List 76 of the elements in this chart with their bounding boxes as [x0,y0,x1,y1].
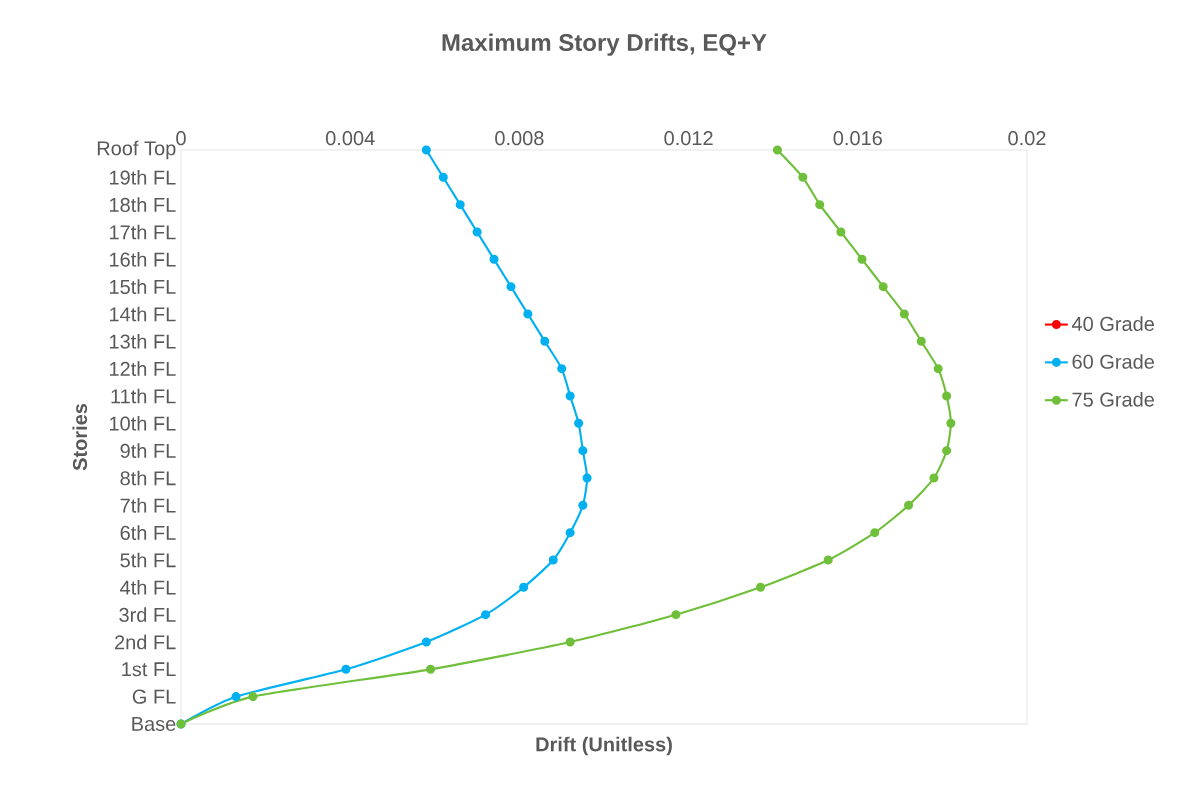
y-tick-label: 19th FL [110,169,176,185]
y-tick-label: Base [132,717,176,731]
point [341,664,351,674]
y-tick-label: 15th FL [110,279,176,294]
point [231,692,241,702]
point [755,582,766,592]
point [523,309,533,319]
point [857,254,867,264]
x-tick-label: 0.004 [325,131,375,146]
point [916,336,926,346]
point [421,145,431,155]
y-tick-label: 17th FL [110,224,176,240]
y-tick-label: 10th FL [110,415,176,431]
y-tick-label: 16th FL [110,251,176,267]
point [506,282,516,292]
point [946,418,956,428]
point [772,145,782,155]
y-tick-label: 9th FL [120,443,176,458]
point [472,227,482,237]
y-tick-label: 5th FL [120,552,176,568]
legend-label: 75 Grade [1072,391,1154,407]
point [870,528,880,538]
point [578,500,588,510]
point [933,364,943,374]
legend-label: 60 Grade [1072,354,1154,369]
point [438,172,448,182]
y-tick-label: 14th FL [110,306,176,322]
point [426,664,436,674]
y-tick-label: 6th FL [120,525,176,540]
point [798,172,808,182]
point [815,200,825,210]
point [899,309,909,319]
y-tick-label: 2nd FL [115,634,176,650]
x-tick-label: 0.02 [1008,131,1046,146]
point [578,446,588,456]
point [565,637,575,647]
y-tick-label: 18th FL [110,197,176,212]
y-tick-label: 12th FL [110,361,176,376]
y-tick-label: 7th FL [120,498,176,513]
point [519,582,529,592]
point [557,364,567,374]
point [481,610,491,620]
x-tick-label: 0.008 [495,131,544,146]
y-tick-label: 3rd FL [119,607,176,622]
y-tick-label: Roof Top [97,140,176,160]
x-tick-label: 0 [176,131,186,146]
point [671,610,681,620]
y-axis-title: Stories [72,403,88,471]
x-axis-title: Drift (Unitless) [536,736,672,756]
x-tick-label: 0.016 [833,131,882,146]
point [455,200,465,210]
y-tick-label: 4th FL [120,580,176,595]
y-tick-label: G FL [132,689,176,704]
x-tick-label: 0.012 [664,131,713,146]
point [574,418,584,428]
point [942,446,952,456]
point [489,254,499,264]
legend-label: 40 Grade [1071,316,1154,331]
point [904,500,914,510]
point [540,336,550,346]
chart-title: Maximum Story Drifts, EQ+Y [442,33,767,56]
point [836,227,846,237]
point [565,528,575,538]
point [421,637,431,647]
point [942,391,952,401]
y-tick-label: 8th FL [120,470,176,486]
y-tick-label: 13th FL [110,333,176,349]
y-tick-label: 11th FL [111,388,176,404]
y-tick-label: 1st FL [122,662,176,677]
point [248,692,258,702]
point [823,555,833,565]
point [929,473,939,483]
point [565,391,575,401]
point [548,555,558,565]
point [582,473,592,483]
point [878,282,888,292]
